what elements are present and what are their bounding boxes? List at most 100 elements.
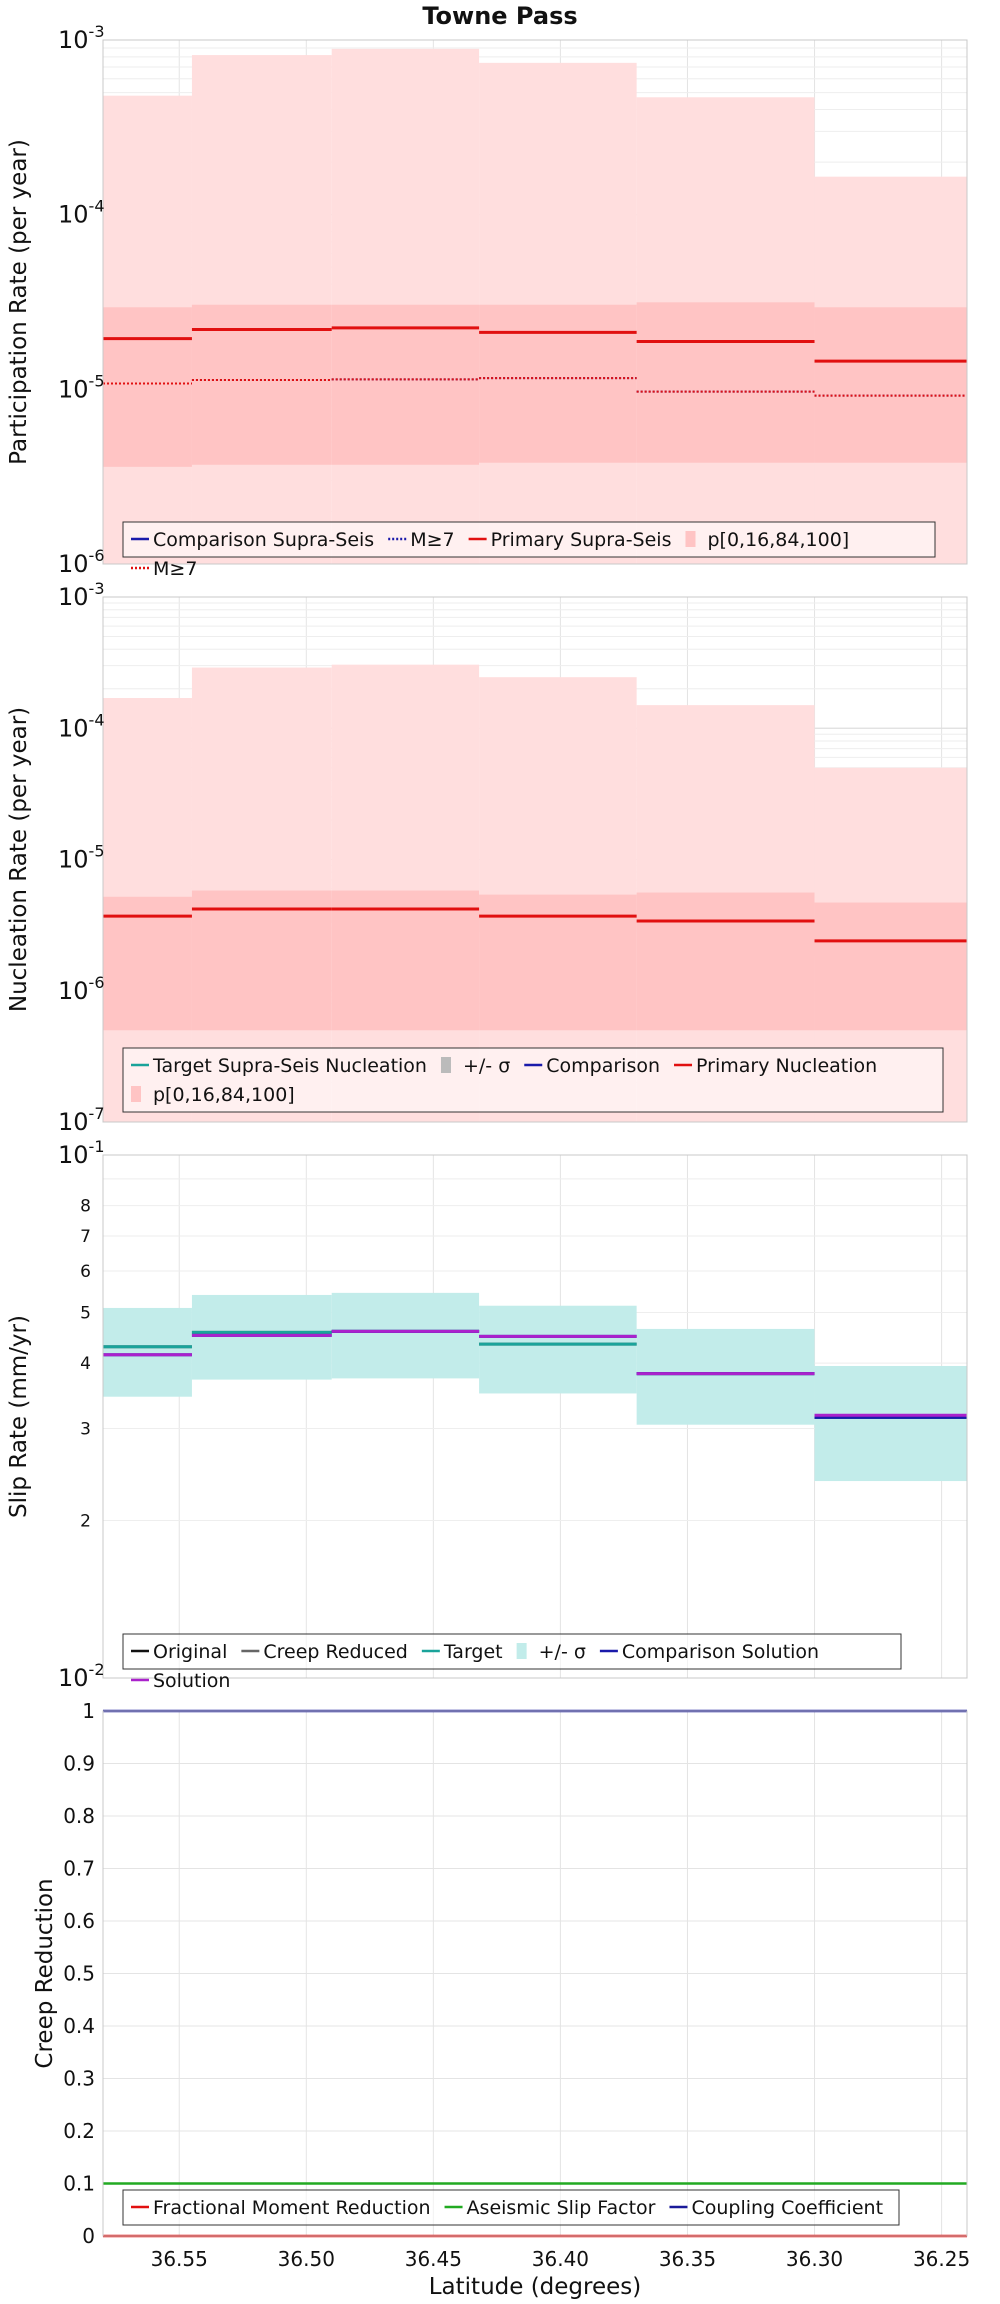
band-inner-segment xyxy=(191,890,332,1031)
y-minor-tick-label: 3 xyxy=(80,1419,91,1439)
band-inner-segment xyxy=(331,890,480,1031)
y-tick-label: 10-5 xyxy=(58,842,105,874)
legend-box xyxy=(122,2189,900,2226)
y-tick-label: 10-6 xyxy=(58,546,105,578)
legend-entry-label: Primary Nucleation xyxy=(696,1055,877,1077)
figure-title: Towne Pass xyxy=(422,2,577,30)
legend-swatch-band xyxy=(440,1057,451,1073)
y-minor-tick-label: 2 xyxy=(80,1512,91,1532)
y-tick-exponent: -2 xyxy=(89,1660,105,1679)
x-tick-label: 36.50 xyxy=(278,2247,335,2271)
y-tick-label: 0.7 xyxy=(63,1857,95,1881)
legend-entry-label: Aseismic Slip Factor xyxy=(467,2197,656,2219)
legend-box xyxy=(122,1047,944,1113)
y-tick-exponent: -6 xyxy=(89,973,105,992)
legend-entry-label: Creep Reduced xyxy=(263,1641,407,1663)
x-tick-label: 36.30 xyxy=(786,2247,843,2271)
legend-entry-label: Comparison Solution xyxy=(622,1641,819,1663)
legend: Original Creep Reduced Target +/- σ Comparis… xyxy=(122,1633,902,1692)
sigma-band-segment xyxy=(191,1294,332,1380)
y-tick-exponent: -4 xyxy=(89,710,105,729)
y-tick-label: 10-5 xyxy=(58,371,105,403)
y-tick-exponent: -4 xyxy=(89,197,105,216)
y-minor-tick-label: 4 xyxy=(80,1354,91,1374)
y-tick-label: 10-1 xyxy=(58,1137,105,1169)
y-tick-mantissa: 10 xyxy=(58,26,89,54)
y-tick-exponent: -3 xyxy=(89,579,105,598)
legend: Target Supra-Seis Nucleation +/- σ Compari… xyxy=(122,1047,944,1113)
y-tick-mantissa: 10 xyxy=(58,1664,89,1692)
y-axis-label: Nucleation Rate (per year) xyxy=(6,707,32,1012)
y-tick-label: 0.6 xyxy=(63,1909,95,1933)
band-inner-segment xyxy=(479,304,637,463)
y-tick-label: 10-7 xyxy=(58,1104,105,1136)
band-inner-segment xyxy=(331,304,480,465)
y-tick-label: 0.3 xyxy=(63,2067,95,2091)
x-tick-label: 36.40 xyxy=(532,2247,589,2271)
y-tick-label: 10-2 xyxy=(58,1660,105,1692)
legend-entry-label: Original xyxy=(153,1641,227,1663)
band-inner-segment xyxy=(103,307,192,467)
sigma-band-segment xyxy=(636,1328,815,1425)
x-tick-label: 36.55 xyxy=(151,2247,208,2271)
y-tick-label: 10-3 xyxy=(58,22,105,54)
band-inner-segment xyxy=(636,892,815,1031)
sigma-band-segment xyxy=(103,1307,192,1397)
y-axis-label: Creep Reduction xyxy=(32,1878,58,2068)
y-minor-tick-label: 5 xyxy=(80,1303,91,1323)
y-minor-tick-label: 6 xyxy=(80,1262,91,1282)
y-tick-label: 10-6 xyxy=(58,973,105,1005)
y-tick-label: 0.5 xyxy=(63,1962,95,1986)
band-inner-segment xyxy=(814,902,967,1031)
y-tick-label: 10-3 xyxy=(58,579,105,611)
plot-frame xyxy=(102,1154,968,1679)
legend-box xyxy=(122,521,936,558)
y-tick-label: 10-4 xyxy=(58,710,105,742)
y-tick-exponent: -1 xyxy=(89,1137,105,1156)
legend-entry-label: +/- σ xyxy=(539,1641,586,1663)
y-tick-exponent: -3 xyxy=(89,22,105,41)
legend-entry-label: Solution xyxy=(153,1670,230,1692)
y-minor-tick-label: 7 xyxy=(80,1227,91,1247)
legend: Comparison Supra-Seis M≥7 Primary Supra-Se… xyxy=(122,521,936,580)
y-tick-label: 1 xyxy=(82,1699,95,1723)
x-tick-label: 36.45 xyxy=(405,2247,462,2271)
legend-entry-label: M≥7 xyxy=(153,558,197,580)
sigma-band-segment xyxy=(814,1365,967,1482)
y-tick-label: 0.4 xyxy=(63,2014,95,2038)
y-axis-label: Slip Rate (mm/yr) xyxy=(6,1315,32,1518)
legend-entry-label: Primary Supra-Seis xyxy=(491,529,672,551)
legend-entry-label: Comparison xyxy=(546,1055,660,1077)
x-tick-label: 36.25 xyxy=(913,2247,970,2271)
legend-entry-label: +/- σ xyxy=(463,1055,510,1077)
sigma-band-segment xyxy=(331,1292,480,1379)
legend-entry-label: p[0,16,84,100] xyxy=(707,529,849,551)
y-tick-label: 0 xyxy=(82,2224,95,2248)
y-tick-mantissa: 10 xyxy=(58,846,89,874)
y-tick-mantissa: 10 xyxy=(58,375,89,403)
y-tick-mantissa: 10 xyxy=(58,201,89,229)
legend-entry-label: p[0,16,84,100] xyxy=(153,1084,295,1106)
y-axis-label: Participation Rate (per year) xyxy=(6,139,32,465)
band-inner-segment xyxy=(636,302,815,463)
legend-entry-label: Comparison Supra-Seis xyxy=(153,529,374,551)
y-tick-label: 0.8 xyxy=(63,1804,95,1828)
x-axis-label: Latitude (degrees) xyxy=(429,2274,642,2300)
grid xyxy=(103,1710,967,2237)
y-tick-mantissa: 10 xyxy=(58,583,89,611)
y-tick-mantissa: 10 xyxy=(58,977,89,1005)
y-tick-label: 0.9 xyxy=(63,1752,95,1776)
panel-creep: 1 0.9 0.8 0.7 0.6 0.5 0.4 0.3 0.2 0.1 0 Creep Reduc… xyxy=(32,1699,970,2300)
plot-frame xyxy=(102,39,968,565)
band-inner-segment xyxy=(103,896,192,1031)
band-inner-segment xyxy=(191,304,332,465)
y-minor-tick-label: 8 xyxy=(80,1197,91,1217)
plot-frame xyxy=(102,1710,968,2237)
y-tick-exponent: -5 xyxy=(89,371,105,390)
y-tick-exponent: -6 xyxy=(89,546,105,565)
plot-frame xyxy=(102,596,968,1123)
y-ticks: 1 0.9 0.8 0.7 0.6 0.5 0.4 0.3 0.2 0.1 0 xyxy=(63,1699,95,2248)
